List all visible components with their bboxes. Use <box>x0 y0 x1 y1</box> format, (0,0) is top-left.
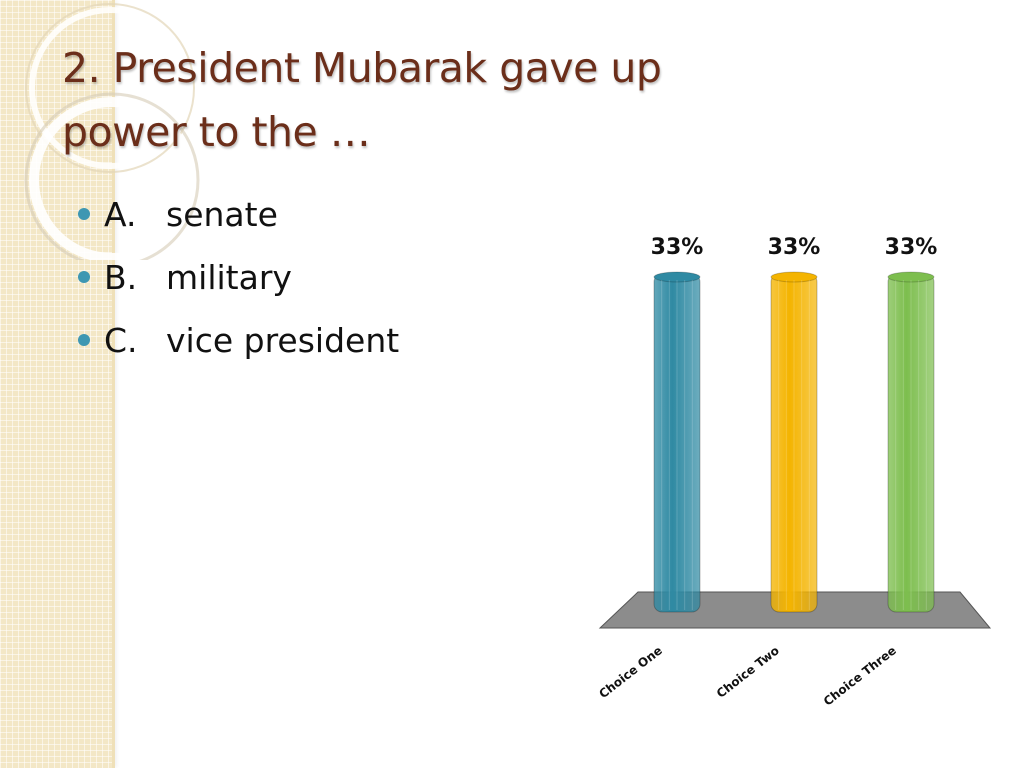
data-label-1: 33% <box>651 235 704 260</box>
bar-top-2 <box>770 271 818 283</box>
data-label-3: 33% <box>885 235 938 260</box>
bar-top-1 <box>653 271 701 283</box>
answer-options-list: A. senate B. military C. vice president <box>76 192 399 381</box>
data-label-2: 33% <box>768 235 821 260</box>
category-label-1: Choice One <box>596 643 665 701</box>
decorative-rings-graphic <box>24 3 200 260</box>
option-b: B. military <box>76 255 399 318</box>
option-c: C. vice president <box>76 318 399 381</box>
bullet-dot-icon <box>78 208 90 220</box>
option-text: senate <box>166 195 278 234</box>
option-text: military <box>166 258 292 297</box>
slide-title: 2. President Mubarak gave up power to th… <box>62 36 782 164</box>
bullet-dot-icon <box>78 334 90 346</box>
option-text: vice president <box>166 321 400 360</box>
bullet-dot-icon <box>78 271 90 283</box>
category-label-2: Choice Two <box>714 643 782 700</box>
option-letter: C. <box>104 321 138 360</box>
slide-title-line2: power to the … <box>62 108 371 156</box>
option-letter: A. <box>104 195 137 234</box>
category-label-3: Choice Three <box>821 643 899 708</box>
results-bar-chart: 33% Choice One 33% Choice Two 33% Choice Thre… <box>596 235 992 709</box>
bar-top-3 <box>887 271 935 283</box>
slide-title-line1: 2. President Mubarak gave up <box>62 44 662 92</box>
option-letter: B. <box>104 258 138 297</box>
option-a: A. senate <box>76 192 399 255</box>
